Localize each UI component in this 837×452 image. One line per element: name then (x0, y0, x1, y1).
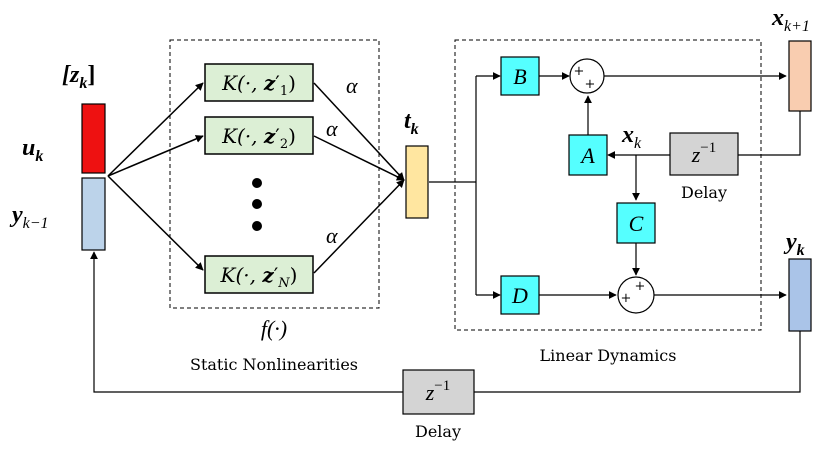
alpha-label-2: α (326, 116, 338, 141)
alpha-arrow-3 (313, 179, 405, 274)
kernel-box-n (204, 255, 314, 294)
ellipsis-dot-3 (252, 221, 262, 231)
y-prev-bar (81, 177, 106, 251)
state-delay-block (669, 132, 739, 176)
summer-top-plus-1: + (574, 64, 585, 79)
t-label: tk (404, 108, 419, 138)
ellipsis-dot-1 (252, 178, 262, 188)
linear-dynamics-box (454, 39, 762, 331)
block-a-label: A (579, 143, 595, 168)
linear-dynamics-caption: Linear Dynamics (540, 346, 677, 365)
block-c (616, 202, 656, 244)
summer-top-plus-2: + (585, 77, 596, 92)
fan-arrow-1 (107, 82, 204, 177)
t-bar (405, 145, 429, 219)
state-delay-label: Delay (681, 183, 727, 202)
alpha-arrow-2 (313, 135, 405, 181)
nonlinear-function-label: f(·) (261, 316, 287, 341)
output-feedback-line-right (474, 331, 801, 393)
block-b-label: B (513, 64, 526, 89)
x-next-bar (788, 40, 812, 112)
u-bar (81, 103, 106, 174)
kernel-label-2: K(·, z′2) (221, 124, 296, 152)
kernel-label-1: K(·, z′1) (221, 71, 296, 99)
kernel-box-2 (204, 116, 314, 155)
alpha-label-3: α (326, 223, 338, 248)
x-k-label: xk (621, 122, 642, 152)
y-out-label: yk (783, 229, 805, 259)
input-vector-label: [zk] (62, 62, 95, 92)
y-out-bar (788, 258, 812, 332)
state-delay-symbol: z−1 (691, 140, 717, 167)
static-nonlinearities-caption: Static Nonlinearities (190, 355, 358, 374)
static-nonlinearities-box (169, 39, 380, 309)
fan-arrow-2 (107, 135, 204, 177)
output-feedback-line-left (90, 251, 403, 393)
fan-arrow-3 (107, 175, 204, 271)
output-delay-label: Delay (415, 422, 461, 441)
block-d (500, 275, 540, 315)
block-d-label: D (511, 283, 528, 308)
u-label: uk (22, 135, 43, 165)
kernel-label-n: K(·, z′N) (220, 263, 298, 291)
x-next-label: xk+1 (771, 5, 810, 35)
ellipsis-dot-2 (252, 199, 262, 209)
kernel-box-1 (204, 63, 314, 102)
block-a (568, 134, 608, 176)
block-c-label: C (629, 211, 644, 236)
alpha-arrow-1 (313, 82, 405, 181)
output-delay-symbol: z−1 (425, 378, 451, 405)
summer-bottom-plus-2: + (635, 279, 646, 294)
summer-bottom-plus-1: + (621, 291, 632, 306)
alpha-label-1: α (346, 73, 358, 98)
xnext-feedback-line (721, 111, 801, 159)
y-prev-label: yk−1 (9, 202, 49, 232)
output-delay-block (402, 369, 475, 415)
